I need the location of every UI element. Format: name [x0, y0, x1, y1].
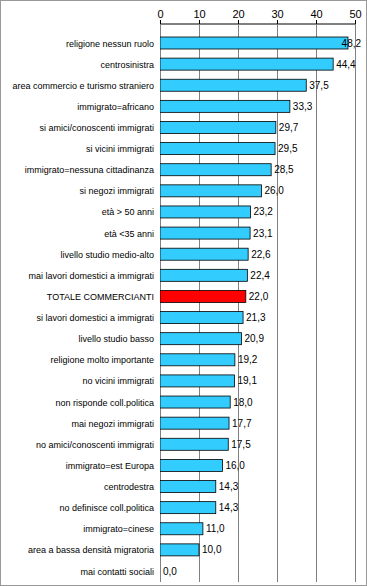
- tick-label: 30: [271, 8, 283, 20]
- bar: [160, 185, 261, 197]
- category-label: mai contatti sociali: [80, 567, 154, 577]
- data-label: 21,3: [246, 312, 266, 323]
- data-label: 11,0: [206, 523, 225, 534]
- tick-label: 40: [310, 8, 322, 20]
- bar: [160, 312, 243, 324]
- tick: [316, 20, 317, 24]
- data-label: 29,7: [279, 122, 299, 133]
- tick-label: 0: [157, 8, 163, 20]
- data-label: 48,2: [342, 38, 362, 49]
- grid-line: [355, 24, 356, 582]
- data-label: 33,3: [293, 101, 313, 112]
- bar: [160, 58, 333, 70]
- bar: [160, 417, 229, 429]
- category-label: centrosinistra: [100, 60, 154, 70]
- data-label: 16,0: [225, 460, 245, 471]
- bar: [160, 269, 247, 281]
- tick: [160, 20, 161, 24]
- data-label: 19,2: [238, 354, 258, 365]
- data-label: 29,5: [278, 143, 298, 154]
- data-label: 10,0: [202, 544, 222, 555]
- bars: [160, 37, 348, 556]
- category-label: TOTALE COMMERCIANTI: [47, 292, 154, 302]
- data-label: 44,4: [336, 59, 356, 70]
- bar: [160, 565, 161, 577]
- bar: [160, 248, 248, 260]
- category-label: si lavori domestici a immigrati: [36, 313, 154, 323]
- data-label: 22,4: [250, 270, 270, 281]
- category-label: area a bassa densità migratoria: [28, 545, 154, 555]
- data-label: 17,7: [232, 418, 252, 429]
- tick: [238, 20, 239, 24]
- category-label: centrodestra: [104, 482, 154, 492]
- bar: [160, 544, 199, 556]
- category-label: non risponde coll.politica: [55, 398, 154, 408]
- category-label: immigrato=est Europa: [66, 461, 154, 471]
- category-label: no amici/conoscenti immigrati: [36, 440, 154, 450]
- category-label: immigrato=cinese: [83, 524, 154, 534]
- category-label: religione nessun ruolo: [66, 39, 154, 49]
- data-label: 22,0: [249, 291, 269, 302]
- bar: [160, 396, 230, 408]
- data-label: 26,0: [264, 185, 284, 196]
- data-label: 0,0: [163, 566, 177, 577]
- chart: 0 10 20 30 40 50 religione nessun ruolo 48,2 cen…: [0, 0, 367, 586]
- category-label: immigrato=africano: [77, 102, 154, 112]
- category-label: mai lavori domestici a immigrati: [28, 271, 154, 281]
- tick: [277, 20, 278, 24]
- bar: [160, 79, 306, 91]
- bar: [160, 206, 250, 218]
- bar: [160, 375, 234, 387]
- data-label: 22,6: [251, 249, 271, 260]
- data-label: 23,1: [253, 228, 273, 239]
- grid-line: [316, 24, 317, 582]
- bar: [160, 459, 222, 471]
- category-label: no definisce coll.politica: [59, 503, 154, 513]
- category-label: no vicini immigrati: [82, 376, 154, 386]
- data-label: 19,1: [237, 375, 257, 386]
- bar: [160, 354, 235, 366]
- bar: [160, 121, 276, 133]
- x-axis: [160, 24, 355, 25]
- bar: [160, 481, 216, 493]
- frame: [1, 1, 367, 586]
- data-label: 14,3: [219, 502, 239, 513]
- category-label: si amici/conoscenti immigrati: [39, 123, 154, 133]
- category-label: immigrato=nessuna cittadinanza: [25, 165, 154, 175]
- tick: [355, 20, 356, 24]
- data-label: 18,0: [233, 397, 253, 408]
- category-label: età > 50 anni: [102, 207, 154, 217]
- bar: [160, 100, 290, 112]
- bar: [160, 290, 246, 302]
- data-label: 37,5: [309, 80, 329, 91]
- bar: [160, 37, 348, 49]
- category-label: si negozi immigrati: [79, 186, 154, 196]
- category-label: si vicini immigrati: [86, 144, 154, 154]
- data-label: 14,3: [219, 481, 239, 492]
- category-label: livello studio medio-alto: [60, 250, 154, 260]
- category-label: livello studio basso: [78, 334, 154, 344]
- bar: [160, 502, 216, 514]
- tick-label: 20: [232, 8, 244, 20]
- bar: [160, 143, 275, 155]
- data-label: 20,9: [245, 333, 265, 344]
- tick-label: 10: [193, 8, 205, 20]
- data-label: 28,5: [274, 164, 294, 175]
- bar: [160, 438, 228, 450]
- bar: [160, 523, 203, 535]
- category-label: religione molto importante: [50, 355, 154, 365]
- tick-label: 50: [349, 8, 361, 20]
- bar: [160, 227, 250, 239]
- bar: [160, 164, 271, 176]
- data-label: 23,2: [253, 206, 273, 217]
- data-label: 17,5: [231, 439, 251, 450]
- bar: [160, 333, 242, 345]
- tick: [199, 20, 200, 24]
- category-label: età <35 anni: [104, 229, 154, 239]
- category-label: area commercio e turismo straniero: [12, 81, 154, 91]
- category-label: mai negozi immigrati: [71, 419, 154, 429]
